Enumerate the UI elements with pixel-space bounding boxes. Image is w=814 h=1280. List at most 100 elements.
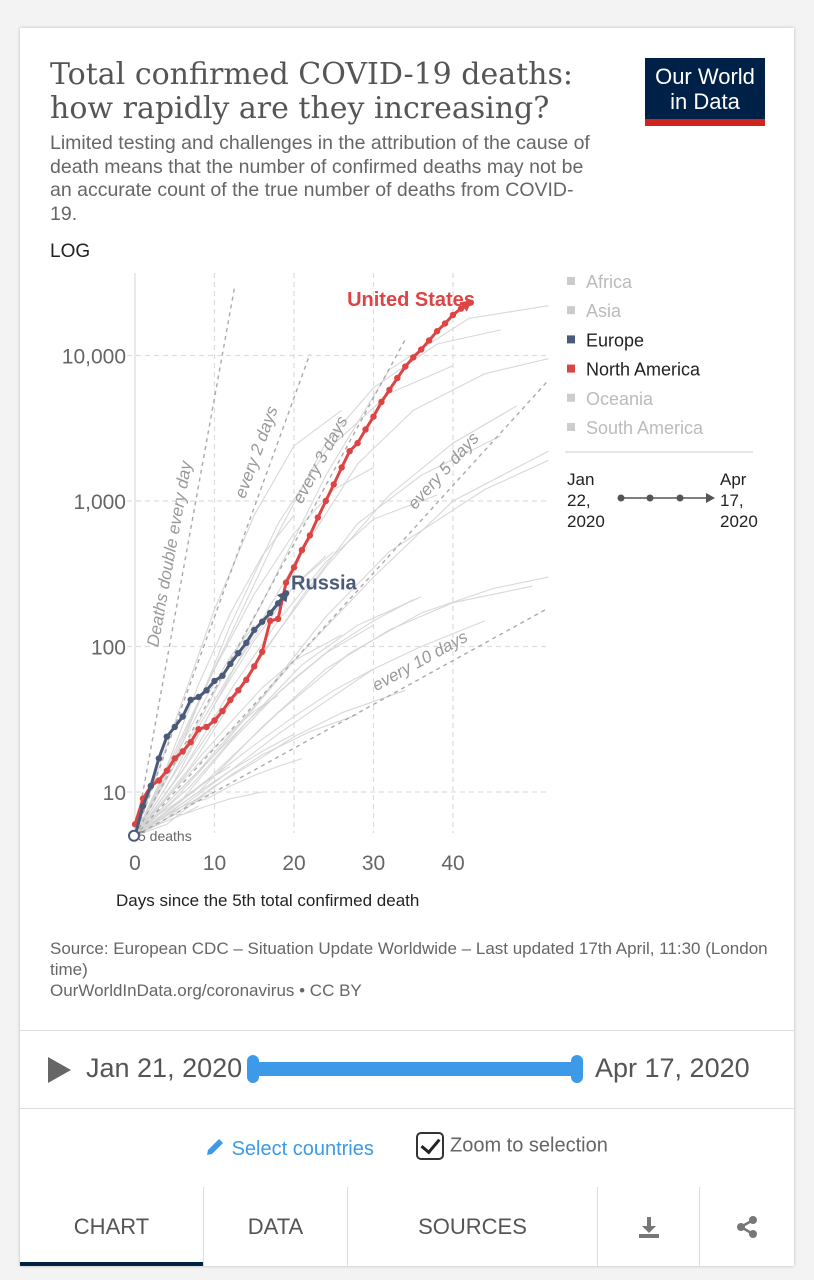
chart-svg: LOG 0 10 20 30 40 10 100 1,000 10,000 Deaths doubl… bbox=[50, 241, 758, 910]
timeline-range-bar[interactable] bbox=[250, 1062, 580, 1076]
mini-timeline-dot bbox=[617, 494, 625, 502]
tab-chart-label: CHART bbox=[73, 1213, 150, 1239]
y-tick-label: 1,000 bbox=[73, 491, 126, 514]
doubling-reference-label: Deaths double every day bbox=[143, 458, 196, 648]
zoom-checkbox[interactable] bbox=[416, 1132, 444, 1160]
doubling-reference-line bbox=[134, 339, 406, 837]
divider bbox=[20, 1030, 794, 1031]
series-point bbox=[251, 663, 258, 670]
mini-timeline-dot bbox=[676, 494, 684, 502]
tab-download[interactable] bbox=[598, 1187, 700, 1266]
series-point bbox=[370, 413, 377, 420]
legend-item[interactable]: Oceania bbox=[567, 389, 654, 409]
series-point bbox=[219, 707, 226, 715]
series-point bbox=[274, 615, 282, 623]
legend-item[interactable]: Europe bbox=[567, 330, 644, 350]
legend-label: Europe bbox=[586, 330, 644, 350]
legend-item[interactable]: Asia bbox=[567, 301, 622, 321]
series-point bbox=[235, 687, 242, 694]
source-url[interactable]: OurWorldInData.org/coronavirus • CC BY bbox=[50, 981, 362, 1000]
background-series-line bbox=[134, 620, 486, 837]
x-tick-label: 10 bbox=[203, 852, 226, 875]
background-series-line bbox=[134, 459, 549, 837]
timeline-start-handle[interactable] bbox=[247, 1055, 259, 1083]
background-series-line bbox=[134, 805, 199, 837]
series-point bbox=[259, 648, 266, 655]
series-point bbox=[449, 311, 457, 319]
series-point bbox=[211, 717, 218, 724]
select-countries-button[interactable]: Select countries bbox=[204, 1136, 374, 1161]
legend-label: North America bbox=[586, 360, 701, 380]
download-icon bbox=[638, 1216, 659, 1238]
legend-label: Asia bbox=[586, 301, 622, 321]
tab-share[interactable] bbox=[700, 1187, 794, 1266]
series-point bbox=[410, 354, 417, 361]
legend-item[interactable]: Africa bbox=[567, 272, 633, 292]
legend-label: South America bbox=[586, 418, 704, 438]
select-countries-label: Select countries bbox=[231, 1138, 374, 1160]
mini-timeline-end-label: Apr bbox=[720, 470, 747, 489]
mini-timeline-end-label: 2020 bbox=[720, 512, 758, 531]
chart-footer: Source: European CDC – Situation Update … bbox=[50, 938, 770, 1001]
tab-chart[interactable]: CHART bbox=[20, 1187, 204, 1266]
owid-logo[interactable]: Our World in Data bbox=[645, 58, 765, 126]
y-tick-label: 10,000 bbox=[62, 346, 126, 369]
play-icon[interactable] bbox=[48, 1057, 71, 1083]
doubling-reference-line bbox=[134, 379, 549, 837]
legend-swatch bbox=[567, 393, 575, 402]
series-point bbox=[259, 618, 266, 625]
series-point bbox=[314, 514, 322, 521]
series-point bbox=[211, 677, 218, 685]
timeline: Jan 21, 2020 Apr 17, 2020 bbox=[20, 1031, 794, 1109]
legend-label: Oceania bbox=[586, 389, 654, 409]
series-point bbox=[282, 579, 290, 586]
legend-swatch bbox=[567, 277, 575, 285]
series-point bbox=[195, 693, 202, 701]
pencil-icon bbox=[207, 1139, 223, 1155]
series-point bbox=[227, 660, 234, 668]
logo-line-2: in Data bbox=[670, 89, 740, 114]
timeline-end-handle[interactable] bbox=[571, 1055, 583, 1083]
series-point bbox=[195, 726, 202, 733]
doubling-reference-line bbox=[134, 285, 236, 836]
series-point bbox=[243, 676, 250, 684]
legend-swatch bbox=[567, 335, 575, 344]
tab-sources[interactable]: SOURCES bbox=[348, 1187, 598, 1266]
chart-controls: Select countries Zoom to selection bbox=[20, 1109, 794, 1187]
doubling-reference-line bbox=[134, 607, 549, 837]
series-point bbox=[139, 802, 147, 810]
background-series-line bbox=[134, 467, 374, 837]
series-label: Russia bbox=[291, 572, 357, 594]
series-point bbox=[394, 374, 401, 382]
series-point bbox=[386, 386, 393, 394]
series-point bbox=[147, 782, 155, 790]
x-tick-label: 0 bbox=[129, 852, 141, 875]
series-point bbox=[298, 546, 306, 554]
x-tick-label: 40 bbox=[441, 852, 464, 875]
zoom-to-selection-toggle[interactable]: Zoom to selection bbox=[416, 1132, 608, 1160]
series-point bbox=[402, 363, 409, 370]
series-point bbox=[266, 609, 274, 617]
series-point bbox=[338, 464, 345, 471]
legend-item[interactable]: North America bbox=[567, 360, 701, 380]
timeline-end-label: Apr 17, 2020 bbox=[595, 1053, 750, 1083]
legend-item[interactable]: South America bbox=[567, 418, 704, 438]
series-point bbox=[171, 723, 178, 731]
series-point bbox=[251, 626, 258, 634]
series-point bbox=[306, 532, 314, 539]
tab-data[interactable]: DATA bbox=[204, 1187, 348, 1266]
series-point bbox=[187, 696, 194, 704]
tab-sources-label: SOURCES bbox=[418, 1213, 527, 1239]
series-point bbox=[243, 639, 250, 647]
series-point bbox=[171, 755, 178, 762]
divider bbox=[20, 1108, 794, 1109]
series-point bbox=[378, 398, 385, 406]
chart-title: Total confirmed COVID-19 deaths: how rap… bbox=[50, 57, 574, 126]
start-marker-label: 5 deaths bbox=[138, 828, 192, 844]
background-series-line bbox=[134, 668, 374, 837]
background-series-line bbox=[134, 599, 414, 837]
background-series-line bbox=[134, 714, 358, 837]
series-point bbox=[290, 564, 298, 571]
zoom-label: Zoom to selection bbox=[450, 1134, 608, 1157]
series-point bbox=[346, 447, 353, 455]
